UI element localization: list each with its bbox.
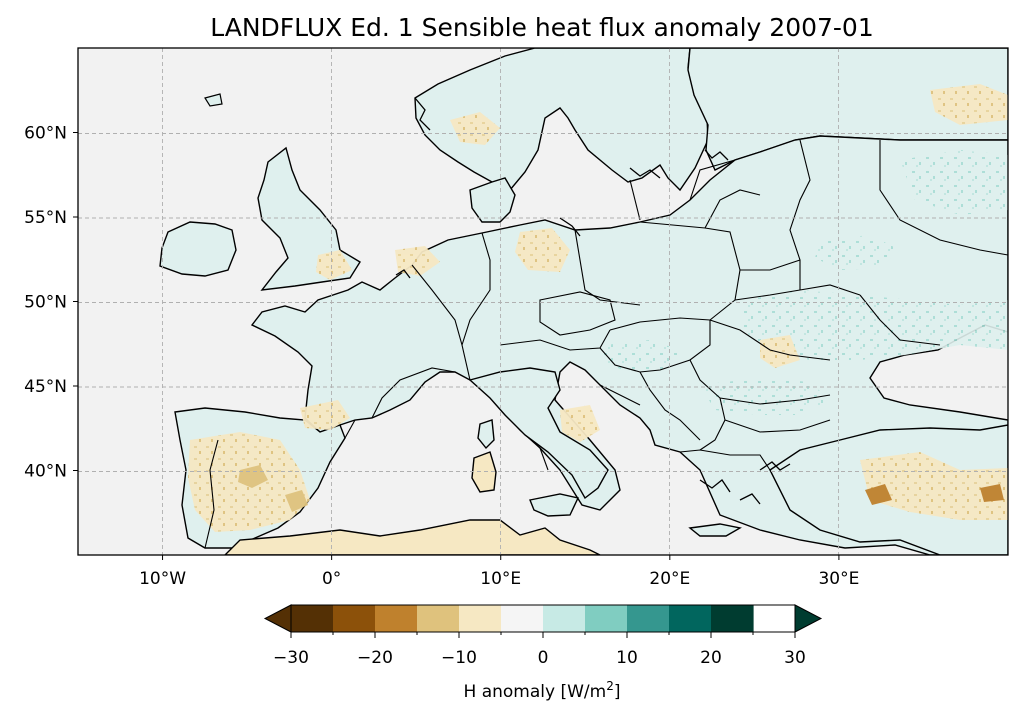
- colorbar-segment: [333, 605, 376, 632]
- lon-tick-label: 20°E: [649, 569, 690, 589]
- colorbar-segment: [585, 605, 628, 632]
- colorbar-segment: [501, 605, 544, 632]
- lat-tick-label: 50°N: [24, 293, 67, 313]
- negative-anomaly-patches: [188, 84, 1008, 532]
- land-sicily: [529, 493, 580, 517]
- colorbar-extend-over: [794, 604, 823, 633]
- land-italy: [468, 367, 609, 500]
- land-layer: [159, 48, 1008, 555]
- colorbar-ticks: −30 −20 −10 0 10 20 30: [273, 632, 806, 668]
- colorbar-tick-label: −30: [273, 648, 309, 668]
- lat-tick-label: 45°N: [24, 377, 67, 397]
- colorbar-segment: [627, 605, 670, 632]
- colorbar-segment: [669, 605, 712, 632]
- longitude-tick-labels: 10°W 0° 10°E 20°E 30°E: [139, 555, 859, 589]
- colorbar-segment: [711, 605, 754, 632]
- colorbar-tick-label: −10: [441, 648, 477, 668]
- colorbar-tick-label: −20: [357, 648, 393, 668]
- land-iceland-fragment: [204, 93, 223, 107]
- colorbar-tick-label: 10: [616, 648, 638, 668]
- lat-tick-label: 40°N: [24, 462, 67, 482]
- lat-tick-label: 55°N: [24, 208, 67, 228]
- coastline-details: [395, 97, 791, 505]
- lon-tick-label: 10°W: [139, 569, 186, 589]
- lon-tick-label: 30°E: [818, 569, 859, 589]
- map-title: LANDFLUX Ed. 1 Sensible heat flux anomal…: [210, 13, 874, 42]
- colorbar: −30 −20 −10 0 10 20 30 H anomaly [W/m2]: [263, 604, 823, 702]
- colorbar-tick-label: 20: [700, 648, 722, 668]
- gridlines: [78, 48, 1008, 555]
- colorbar-label: H anomaly [W/m2]: [464, 679, 621, 702]
- colorbar-segment: [417, 605, 460, 632]
- lon-tick-label: 10°E: [480, 569, 521, 589]
- colorbar-tick-label: 0: [538, 648, 549, 668]
- land-north-africa: [224, 519, 601, 555]
- lon-tick-label: 0°: [322, 569, 341, 589]
- colorbar-extend-under: [263, 604, 292, 633]
- latitude-tick-labels: 60°N 55°N 50°N 45°N 40°N: [24, 124, 78, 482]
- colorbar-segment: [543, 605, 586, 632]
- lat-tick-label: 60°N: [24, 124, 67, 144]
- land-ireland: [159, 221, 237, 277]
- country-borders: [204, 139, 1008, 549]
- land-sardinia: [471, 451, 497, 493]
- positive-anomaly-patches: [600, 150, 1008, 415]
- colorbar-tick-label: 30: [784, 648, 806, 668]
- land-denmark: [469, 177, 516, 223]
- land-crete: [688, 523, 742, 537]
- colorbar-segment: [459, 605, 502, 632]
- map-panel: [77, 47, 1009, 556]
- land-corsica: [477, 419, 495, 450]
- colorbar-segment: [375, 605, 418, 632]
- colorbar-segments: [291, 605, 754, 632]
- colorbar-segment: [291, 605, 334, 632]
